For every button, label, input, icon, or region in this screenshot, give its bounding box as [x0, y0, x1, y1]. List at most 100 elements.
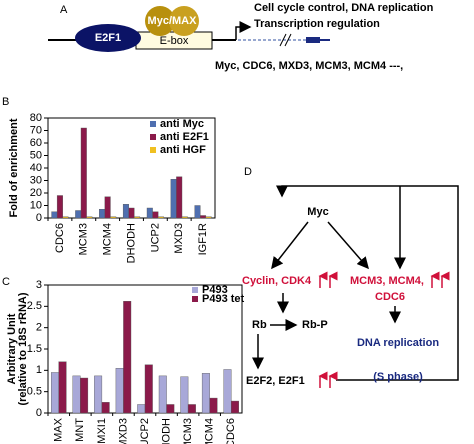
legend-label: anti E2F1 — [160, 131, 209, 143]
bar — [194, 205, 201, 219]
y-tick-label: 0.5 — [27, 386, 42, 398]
promoter-arrow — [235, 21, 252, 40]
bar — [94, 375, 103, 414]
node-dna: (S phase) — [373, 371, 423, 383]
myc-protein — [145, 6, 175, 36]
bar — [146, 207, 153, 219]
exon — [306, 37, 320, 43]
bar — [128, 207, 135, 219]
bar — [187, 404, 196, 414]
bar — [62, 216, 69, 219]
node-dna: DNA replication — [357, 337, 439, 349]
bar — [86, 216, 93, 219]
x-tick-label: UCP2 — [149, 223, 161, 252]
bar — [134, 216, 141, 219]
x-tick-label: CDC6 — [54, 223, 66, 253]
bar — [223, 369, 232, 414]
bar — [115, 368, 124, 414]
node-cyclin: Cyclin, CDK4 — [242, 275, 312, 287]
bar — [123, 301, 132, 414]
bar — [58, 361, 67, 414]
bar — [99, 209, 106, 219]
legend-swatch — [150, 147, 156, 153]
bar — [56, 195, 63, 219]
node-rbp: Rb-P — [302, 319, 328, 331]
y-tick-label: 80 — [30, 112, 42, 124]
y-tick-label: 70 — [30, 124, 42, 136]
y-axis-label: Fold of enrichment — [8, 118, 20, 217]
break-mark — [279, 33, 292, 47]
bar — [110, 216, 117, 219]
y-tick-label: 0 — [36, 212, 42, 224]
legend-label: P493 tet — [202, 293, 245, 305]
legend-swatch — [192, 287, 198, 293]
legend-swatch — [150, 121, 156, 127]
arrow — [271, 221, 309, 270]
x-tick-label: MAX — [53, 417, 65, 442]
panel-label: D — [244, 166, 252, 178]
bar — [72, 375, 81, 414]
x-tick-label: DHODH — [160, 418, 172, 444]
bar — [158, 375, 167, 414]
bar — [137, 404, 146, 414]
node-e2f: E2F2, E2F1 — [246, 375, 305, 387]
y-tick-label: 20 — [30, 187, 42, 199]
y-tick-label: 30 — [30, 174, 42, 186]
bar — [170, 179, 177, 219]
panel-label: C — [2, 276, 10, 288]
bar — [122, 204, 129, 219]
node-rb: Rb — [252, 319, 267, 331]
y-tick-label: 2.5 — [27, 300, 42, 312]
legend-swatch — [150, 134, 156, 140]
arrow — [327, 221, 369, 270]
y-tick-label: 40 — [30, 162, 42, 174]
bar — [205, 216, 212, 219]
x-tick-label: MCM3 — [78, 223, 90, 255]
x-tick-label: MCM4 — [102, 223, 114, 255]
bar — [209, 397, 218, 414]
y-tick-label: 3 — [36, 279, 42, 291]
y-axis-label: (relative to 18S rRNA) — [17, 292, 29, 405]
y-tick-label: 60 — [30, 137, 42, 149]
bar — [180, 376, 189, 414]
bar — [80, 127, 87, 219]
legend-label: anti Myc — [160, 118, 204, 130]
bar — [51, 211, 58, 219]
y-tick-label: 0 — [36, 407, 42, 419]
e2f1-protein — [75, 24, 141, 52]
bar — [144, 364, 153, 414]
bar — [104, 196, 111, 219]
mycmax-label: Myc/MAX — [148, 15, 198, 27]
function-text: Transcription regulation — [254, 18, 380, 30]
x-tick-label: MNT — [74, 418, 86, 442]
x-tick-label: MCM4 — [204, 418, 216, 444]
x-tick-label: MXD3 — [117, 418, 129, 444]
x-tick-label: CDC6 — [225, 418, 237, 444]
ebox-label: E-box — [160, 35, 189, 47]
y-tick-label: 10 — [30, 199, 42, 211]
bar — [231, 400, 239, 414]
legend-swatch — [192, 296, 198, 302]
y-tick-label: 1.5 — [27, 343, 42, 355]
feedback-loop — [336, 185, 459, 381]
panel-label: A — [60, 4, 68, 16]
feedback-arrow — [276, 185, 400, 198]
panel-d: D Myc Cyclin, CDK4 MCM3, MCM4, CDC6 Rb R… — [242, 166, 459, 388]
bar — [101, 402, 110, 414]
bar — [176, 176, 183, 219]
x-tick-label: DHODH — [125, 223, 137, 263]
x-tick-label: MXI1 — [96, 418, 108, 444]
bar — [80, 377, 89, 414]
max-protein — [169, 6, 199, 36]
node-myc: Myc — [307, 206, 328, 218]
bar — [152, 211, 159, 219]
legend-label: anti HGF — [160, 144, 206, 156]
targets-text: Myc, CDC6, MXD3, MCM3, MCM4 ---, — [215, 60, 403, 72]
e2f1-label: E2F1 — [95, 32, 121, 44]
x-tick-label: MXD3 — [173, 223, 185, 254]
function-text: Cell cycle control, DNA replication — [254, 2, 434, 14]
legend-label: P493 — [202, 284, 228, 296]
bar — [75, 210, 82, 219]
bar — [157, 216, 164, 219]
